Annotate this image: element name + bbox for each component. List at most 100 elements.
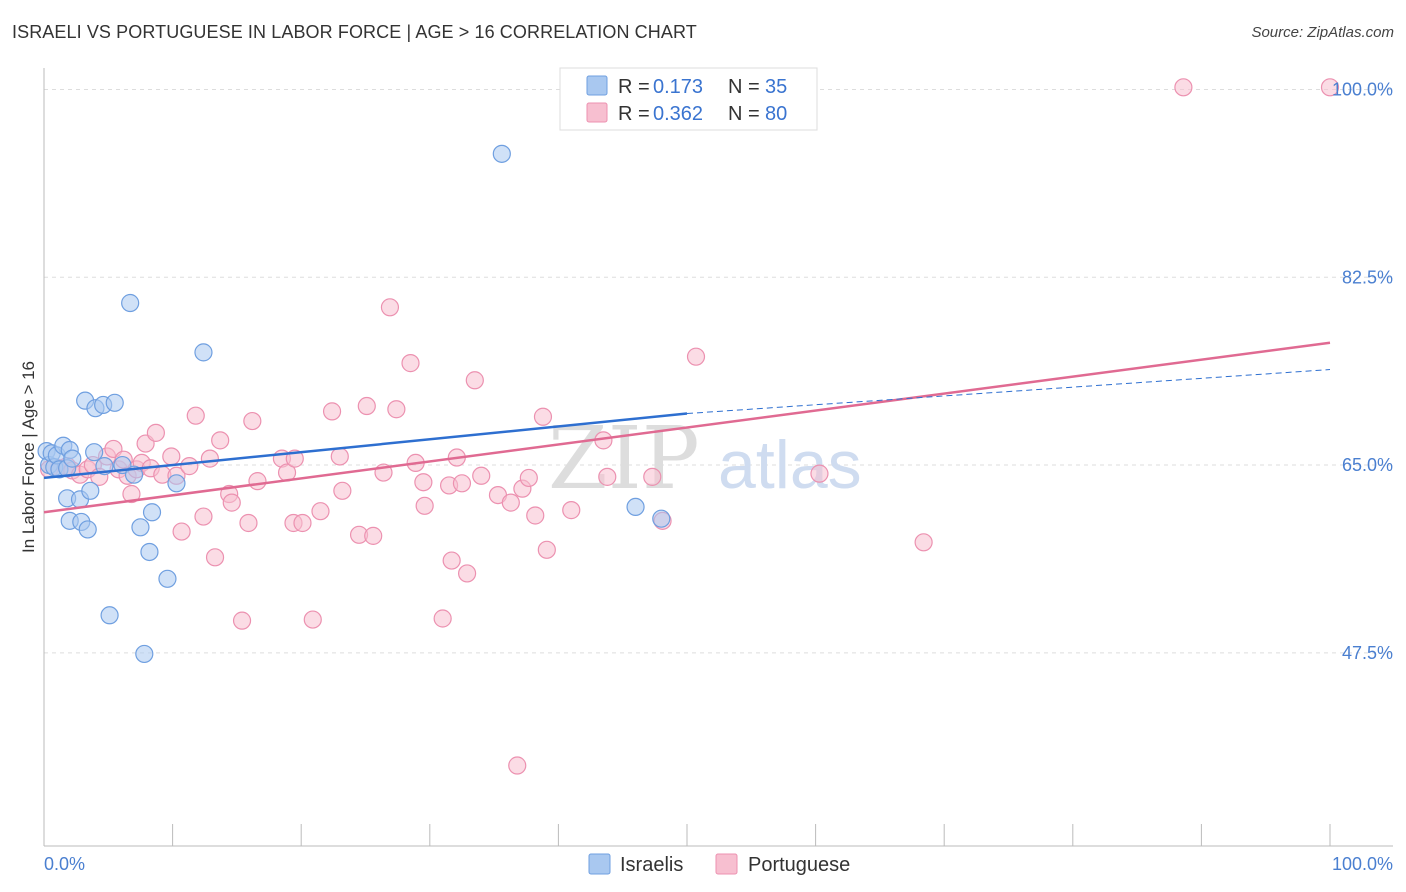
portuguese-point: [508, 756, 527, 775]
israeli-point: [492, 144, 511, 163]
portuguese-point: [357, 396, 376, 416]
portuguese-point: [387, 400, 406, 419]
portuguese-point: [442, 551, 461, 570]
portuguese-point: [526, 506, 545, 525]
portuguese-point: [364, 526, 383, 545]
trend-lines: [43, 341, 1331, 514]
israeli-points: [37, 144, 671, 664]
portuguese-swatch: [586, 102, 608, 123]
portuguese-point: [222, 493, 241, 512]
portuguese-point: [293, 513, 312, 533]
israeli-point: [121, 293, 140, 313]
portuguese-point: [414, 473, 433, 492]
portuguese-r-label: R =: [618, 103, 650, 125]
portuguese-point: [311, 502, 330, 521]
israeli-point: [63, 449, 82, 468]
portuguese-point: [1320, 78, 1340, 97]
portuguese-point: [501, 493, 520, 512]
watermark-atlas: atlas: [718, 427, 862, 503]
portuguese-point: [686, 347, 706, 366]
portuguese-point: [232, 611, 252, 630]
portuguese-point: [200, 449, 219, 468]
israeli-point: [135, 644, 154, 664]
israeli-point: [626, 497, 645, 516]
israeli-point: [78, 520, 97, 539]
gridlines: [44, 88, 1393, 654]
watermark: ZIP atlas: [548, 409, 862, 509]
israeli-point: [167, 474, 186, 493]
portuguese-point: [211, 431, 230, 450]
y-tick-labels: 47.5% 65.0% 82.5% 100.0%: [1332, 79, 1393, 662]
israeli-point: [194, 343, 213, 362]
portuguese-point: [533, 407, 553, 426]
legend-portuguese-swatch: [715, 853, 738, 875]
portuguese-trend-line: [43, 341, 1331, 514]
portuguese-point: [180, 457, 199, 476]
portuguese-point: [1174, 78, 1193, 97]
portuguese-point: [239, 513, 258, 533]
y-tick-label: 82.5%: [1342, 267, 1393, 287]
israelis-r-value: 0.173: [653, 76, 703, 98]
portuguese-point: [562, 501, 581, 520]
portuguese-point: [643, 467, 662, 486]
israeli-point: [85, 443, 104, 462]
y-tick-label: 65.0%: [1342, 455, 1393, 475]
israeli-point: [652, 509, 671, 528]
portuguese-point: [205, 548, 225, 567]
israeli-point: [142, 503, 162, 522]
portuguese-point: [810, 464, 829, 483]
portuguese-point: [401, 354, 420, 373]
israelis-swatch: [586, 75, 608, 96]
portuguese-point: [380, 298, 400, 317]
portuguese-point: [598, 467, 617, 486]
stats-legend: R = 0.173 N = 35 R = 0.362 N = 80: [559, 67, 818, 131]
legend-israelis-swatch: [588, 853, 611, 875]
israelis-n-value: 35: [765, 76, 787, 98]
israeli-point: [158, 569, 177, 588]
portuguese-point: [122, 484, 141, 504]
portuguese-point: [330, 447, 349, 466]
portuguese-point: [452, 474, 472, 493]
portuguese-point: [162, 447, 181, 466]
portuguese-point: [519, 468, 538, 488]
portuguese-point: [537, 540, 556, 559]
x-tick-label-min: 0.0%: [44, 854, 85, 874]
portuguese-point: [146, 423, 165, 442]
israeli-point: [105, 393, 124, 412]
portuguese-point: [248, 472, 267, 491]
israeli-trend-line: [43, 412, 688, 480]
legend-portuguese-label: Portuguese: [748, 854, 850, 876]
portuguese-point: [457, 564, 477, 583]
portuguese-point: [914, 533, 933, 552]
portuguese-point: [333, 481, 352, 500]
chart-title: ISRAELI VS PORTUGUESE IN LABOR FORCE | A…: [12, 22, 697, 42]
israeli-point: [140, 542, 159, 562]
israelis-n-label: N =: [728, 76, 760, 98]
portuguese-point: [303, 610, 322, 629]
y-axis-label: In Labor Force | Age > 16: [19, 361, 38, 553]
y-tick-label: 100.0%: [1332, 79, 1393, 99]
portuguese-r-value: 0.362: [653, 103, 703, 125]
portuguese-point: [186, 406, 205, 425]
source-credit: Source: ZipAtlas.com: [1251, 24, 1394, 41]
israeli-trend-extension: [686, 369, 1331, 415]
israeli-point: [81, 481, 100, 500]
legend-israelis-label: Israelis: [620, 854, 683, 876]
israelis-r-label: R =: [618, 76, 650, 98]
portuguese-point: [415, 496, 434, 515]
portuguese-n-value: 80: [765, 103, 787, 125]
portuguese-point: [472, 466, 491, 485]
portuguese-n-label: N =: [728, 103, 760, 125]
portuguese-points: [40, 78, 1340, 775]
y-tick-label: 47.5%: [1342, 643, 1393, 663]
portuguese-point: [465, 371, 484, 390]
x-tick-label-max: 100.0%: [1332, 854, 1393, 874]
portuguese-point: [243, 411, 262, 431]
portuguese-point: [433, 609, 452, 628]
israeli-point: [100, 606, 119, 625]
israeli-point: [131, 518, 150, 537]
portuguese-point: [322, 402, 342, 421]
series-legend: Israelis Portuguese: [588, 853, 850, 876]
portuguese-point: [194, 507, 213, 526]
